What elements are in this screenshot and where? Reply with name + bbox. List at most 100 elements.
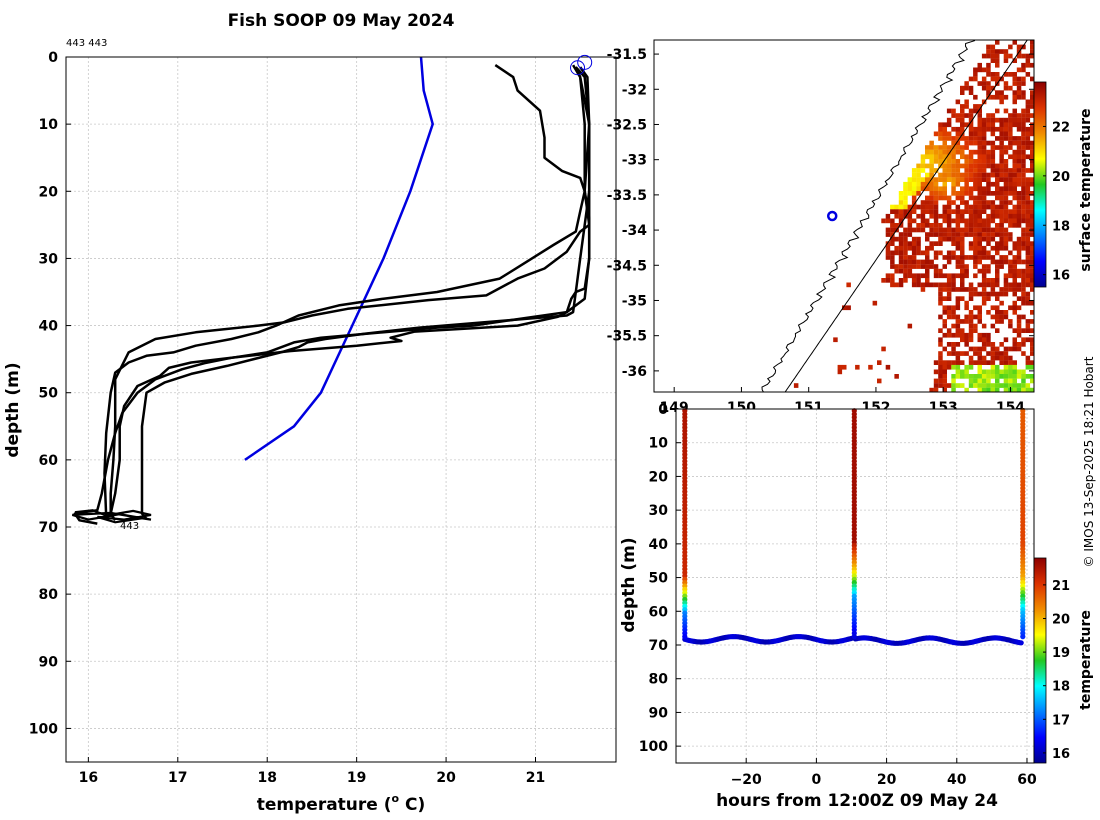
map-sst-cell (960, 172, 965, 178)
map-sst-cell (981, 369, 987, 375)
map-sst-cell (925, 223, 930, 228)
map-sst-cell (986, 282, 991, 288)
map-sst-cell (995, 259, 1000, 265)
map-sst-cell (1016, 195, 1022, 201)
map-sst-cell (995, 305, 1000, 311)
map-sst-cell (938, 268, 943, 274)
map-sst-cell (925, 195, 930, 201)
map-sst-cell (942, 360, 947, 365)
map-sst-cell (1030, 245, 1034, 251)
profile-y-tick-label: 10 (39, 117, 59, 133)
map-sst-cell (1016, 287, 1022, 292)
map-sst-cell (986, 154, 991, 160)
map-sst-cell (1021, 108, 1026, 114)
map-sst-cell (960, 296, 965, 301)
map-sst-cell (964, 159, 969, 164)
map-sst-cell (1025, 53, 1031, 59)
profile-grid (66, 56, 616, 762)
map-sst-cell (995, 53, 1000, 59)
map-colorbar-ticks: 16 18 20 22 (1043, 120, 1070, 284)
map-sst-cell (942, 374, 947, 379)
map-sst-cell (951, 232, 956, 237)
map-sst-cell (916, 186, 921, 192)
map-sst-cell (946, 255, 952, 260)
map-sst-cell (1030, 204, 1034, 210)
map-sst-cell (951, 108, 956, 114)
map-sst-cell (968, 172, 974, 178)
map-sst-cell (999, 94, 1004, 100)
map-sst-cell (968, 255, 974, 260)
map-sst-cell (1008, 319, 1013, 324)
map-sst-cell (981, 223, 987, 228)
map-sst-cell (846, 305, 851, 311)
map-sst-cell (986, 181, 991, 187)
map-sst-cell (942, 149, 947, 155)
map-sst-cell (929, 264, 934, 269)
map-sst-cell (986, 90, 991, 95)
map-sst-cell (951, 346, 956, 352)
map-sst-cell (1030, 241, 1034, 246)
map-sst-cell (1025, 99, 1031, 105)
map-sst-cell (995, 374, 1000, 379)
map-sst-cell (968, 204, 974, 210)
map-sst-cell (938, 291, 943, 297)
map-sst-cell (955, 136, 961, 141)
map-sst-cell (1025, 236, 1031, 242)
map-sst-cell (990, 181, 996, 187)
profile-x-tick-label: 21 (526, 770, 545, 786)
map-sst-cell (1030, 40, 1034, 45)
map-sst-cell (898, 236, 904, 242)
map-sst-cell (977, 213, 982, 219)
map-sst-cell (1003, 186, 1009, 192)
profile-cast-line (140, 66, 591, 520)
map-sst-cell (981, 177, 987, 182)
map-sst-cell (1030, 76, 1034, 82)
timeseries-colorbar-tick-label: 18 (1052, 680, 1070, 695)
map-sst-cell (981, 122, 987, 128)
map-sst-cell (968, 140, 974, 146)
map-sst-cell (1012, 223, 1017, 228)
map-sst-cell (1030, 53, 1034, 59)
map-sst-cell (938, 314, 943, 320)
map-sst-cell (1008, 323, 1013, 329)
map-sst-cell (916, 278, 921, 283)
map-sst-cell (1021, 90, 1026, 95)
map-sst-cell (968, 186, 974, 192)
map-sst-cell (1021, 122, 1026, 128)
map-sst-cell (981, 227, 987, 233)
map-sst-cell (933, 213, 939, 219)
map-colorbar-tick-label: 18 (1052, 219, 1070, 234)
map-sst-cell (964, 255, 969, 260)
map-sst-cell (981, 81, 987, 86)
map-sst-cell (938, 223, 943, 228)
map-sst-cell (898, 200, 904, 205)
map-sst-cell (1003, 218, 1009, 224)
map-sst-cell (933, 218, 939, 224)
map-sst-cell (999, 310, 1004, 315)
map-sst-cell (977, 159, 982, 164)
map-sst-cell (946, 131, 952, 137)
map-sst-cell (960, 136, 965, 141)
map-sst-cell (1030, 149, 1034, 155)
map-sst-cell (1025, 264, 1031, 269)
map-sst-cell (968, 374, 974, 379)
map-sst-cell (903, 268, 908, 274)
map-sst-cell (1016, 282, 1022, 288)
timeseries-colorbar-tick-label: 21 (1052, 579, 1070, 594)
map-sst-cell (999, 126, 1004, 132)
profile-climatology-line (244, 57, 434, 461)
map-sst-cell (903, 264, 908, 269)
map-sst-cell (1012, 255, 1017, 260)
map-sst-cell (968, 287, 974, 292)
map-sst-cell (990, 191, 996, 196)
map-sst-cell (986, 186, 991, 192)
map-sst-cell (1025, 154, 1031, 160)
map-sst-cell (999, 200, 1004, 205)
map-sst-cell (938, 241, 943, 246)
map-sst-cell (973, 136, 978, 141)
map-sst-cell (977, 136, 982, 141)
map-sst-cell (916, 204, 921, 210)
map-lines (761, 40, 1028, 392)
map-sst-cell (977, 374, 982, 379)
map-sst-cell (907, 186, 913, 192)
